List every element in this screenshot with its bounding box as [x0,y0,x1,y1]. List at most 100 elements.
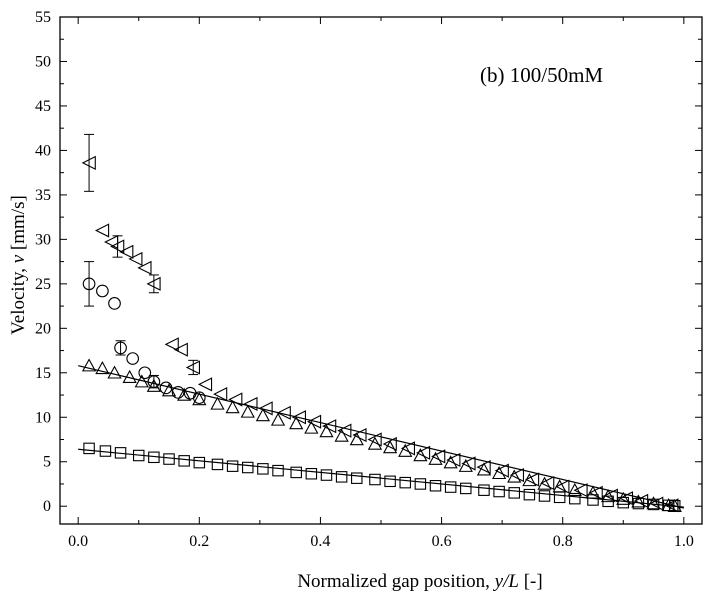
triangle-left-marker [664,498,679,513]
triangle-up-marker [95,360,110,375]
triangle-up-marker [225,400,240,414]
circle-marker [138,366,152,380]
x-tick-label: 0.8 [553,533,573,550]
triangle-left-marker [185,360,200,375]
triangle-up-marker [210,396,225,410]
error-bar [188,359,199,376]
series-triangle-left [81,133,679,513]
circle-marker [108,297,121,310]
triangle-up-marker [192,392,207,406]
x-tick-label: 0.0 [68,533,88,550]
square-marker [99,445,112,457]
square-marker [538,490,551,502]
triangle-up-marker [382,440,398,454]
square-marker [305,467,318,480]
triangle-left-marker [415,445,431,460]
y-tick-label: 40 [35,142,51,159]
triangle-up-marker [304,420,319,434]
square-marker [193,456,206,469]
triangle-up-marker [240,404,255,418]
chart-annotation: (b) 100/50mM [480,63,603,87]
triangle-left-marker [476,459,491,475]
triangle-up-marker [458,458,473,472]
triangle-left-marker [146,276,161,291]
error-bar [112,235,123,258]
x-tick-label: 1.0 [674,533,694,550]
error-bar [148,274,159,294]
square-marker [647,498,660,511]
triangle-up-marker [289,416,304,430]
y-tick-label: 15 [35,365,51,382]
triangle-left-marker [173,342,188,357]
y-tick-label: 10 [35,409,51,426]
square-marker [493,485,505,498]
circle-marker [82,277,96,291]
triangle-left-marker [461,456,476,471]
square-marker [351,472,363,484]
circle-marker [114,341,127,355]
y-tick-label: 45 [35,98,51,115]
square-marker [369,473,381,486]
triangle-up-marker [476,462,492,476]
triangle-left-marker [618,491,634,506]
triangle-up-marker [177,387,192,401]
triangle-left-marker [555,479,570,494]
square-marker [523,488,536,501]
triangle-up-marker [134,374,149,388]
triangle-left-marker [291,410,306,425]
triangle-up-marker [491,465,507,480]
triangle-left-marker [509,467,525,483]
triangle-left-marker [446,452,461,468]
axes: 0.0 0.2 0.4 0.6 0.8 1.0 0 5 10 15 20 25 30 35 40 45 50 55 [35,9,703,550]
triangle-left-marker [128,251,143,267]
triangle-left-marker [588,485,603,500]
triangle-up-marker [413,448,428,462]
triangle-left-marker [431,449,446,464]
y-tick-label: 50 [35,53,51,70]
triangle-left-marker [197,377,213,392]
triangle-left-marker [276,405,291,420]
triangle-left-marker [400,441,416,456]
error-bar [84,133,95,192]
square-marker [632,497,645,510]
triangle-left-marker [540,475,555,491]
y-tick-label: 20 [35,320,51,337]
square-marker [429,480,442,492]
plot-marks [78,133,684,513]
triangle-left-marker [110,239,125,254]
triangle-left-marker [322,419,337,434]
y-axis-label: Velocity, v [mm/s] [8,195,29,335]
square-marker [290,466,302,479]
square-marker [272,464,284,477]
triangle-left-marker [634,493,649,508]
triangle-left-marker [649,496,664,511]
series-square [78,442,684,512]
triangle-left-marker [213,387,228,402]
square-marker [148,451,160,464]
circle-marker [159,381,173,395]
error-bar [84,261,95,307]
circle-marker [171,386,185,399]
square-marker [384,475,396,488]
triangle-up-marker [107,365,122,379]
square-marker [211,458,224,471]
square-marker [335,471,348,483]
square-marker [444,481,457,493]
triangle-up-marker [255,408,271,422]
triangle-up-marker [146,378,162,392]
triangle-left-marker [119,244,134,259]
square-marker [478,484,490,496]
triangle-up-marker [270,412,286,426]
y-tick-label: 0 [43,498,51,515]
triangle-up-marker [319,424,334,438]
triangle-left-marker [524,472,540,487]
triangle-left-marker [94,223,110,238]
square-marker [553,491,566,504]
x-tick-label: 0.4 [310,533,330,550]
square-marker [226,460,239,472]
triangle-up-marker [161,383,177,397]
square-marker [257,463,269,475]
triangle-left-marker [164,337,179,352]
triangle-left-marker [494,463,509,478]
